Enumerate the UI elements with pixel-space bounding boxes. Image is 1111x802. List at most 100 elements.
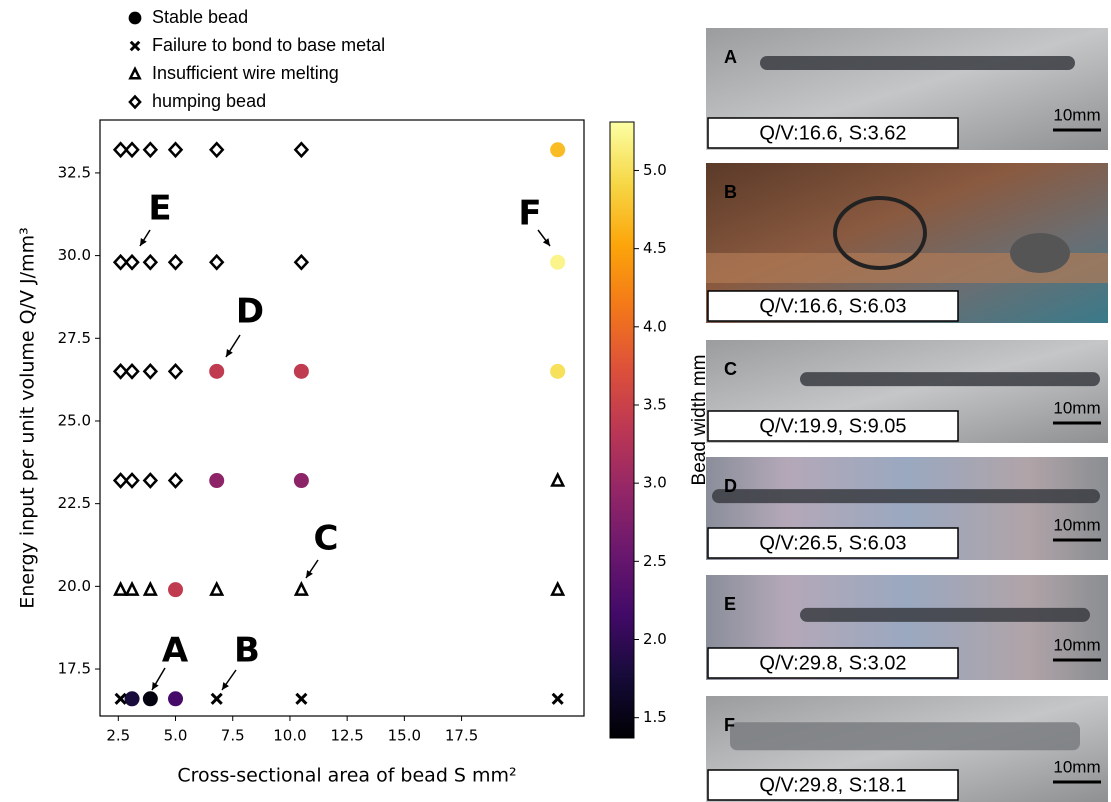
- panel-letter: B: [724, 182, 737, 202]
- y-tick-label: 22.5: [58, 494, 91, 512]
- colorbar-tick-label: 2.0: [643, 630, 667, 648]
- y-tick-label: 17.5: [58, 660, 91, 678]
- plot-frame: [100, 120, 584, 716]
- panel-letter: D: [724, 476, 737, 496]
- weld-bead: [712, 489, 1100, 503]
- point: [550, 142, 565, 157]
- point: [294, 473, 309, 488]
- weld-bead: [760, 56, 1075, 70]
- figure: 2.5 5.0 7.5 10.0 12.5 15.0 17.5 17.5 20.0 22.5 25.…: [0, 0, 1111, 802]
- annotation-arrowhead: [306, 570, 313, 578]
- point: [295, 143, 307, 156]
- point: [553, 694, 563, 704]
- point: [168, 582, 183, 597]
- point: [211, 143, 223, 156]
- point: [144, 474, 156, 487]
- annotation-label: D: [236, 292, 264, 332]
- annotation-label: B: [234, 631, 260, 671]
- panel-letter: F: [724, 715, 735, 735]
- point: [211, 584, 222, 595]
- x-tick-label: 7.5: [221, 727, 245, 745]
- colorbar-tick-label: 1.5: [643, 708, 667, 726]
- colorbar-tick-label: 4.5: [643, 239, 667, 257]
- colorbar-tick-label: 4.0: [643, 317, 667, 335]
- weld-bead: [800, 372, 1100, 386]
- colorbar-tick-label: 3.5: [643, 395, 667, 413]
- annotation-label: E: [148, 189, 171, 229]
- point: [125, 691, 140, 706]
- point: [143, 691, 158, 706]
- point: [296, 584, 307, 595]
- y-tick-label: 25.0: [58, 411, 91, 429]
- panel-caption: Q/V:16.6, S:3.62: [759, 122, 906, 144]
- point: [170, 256, 182, 269]
- point: [170, 365, 182, 378]
- point: [145, 584, 156, 595]
- annotation-arrowhead: [226, 349, 233, 357]
- legend-label: humping bead: [152, 91, 266, 111]
- y-tick-label: 32.5: [58, 163, 91, 181]
- point: [294, 364, 309, 379]
- point: [168, 691, 183, 706]
- legend-marker: [130, 69, 139, 78]
- point: [209, 364, 224, 379]
- annotation-label: C: [314, 519, 339, 559]
- legend-label: Insufficient wire melting: [152, 63, 339, 83]
- x-tick-label: 15.0: [388, 727, 421, 745]
- annotation-arrowhead: [222, 682, 229, 690]
- panel-letter: E: [724, 594, 736, 614]
- panel-caption: Q/V:26.5, S:6.03: [759, 532, 906, 554]
- scale-label: 10mm: [1053, 515, 1100, 534]
- x-axis-label: Cross-sectional area of bead S mm²: [177, 765, 516, 787]
- point: [296, 694, 306, 704]
- x-tick-label: 2.5: [106, 727, 130, 745]
- weld-bead: [730, 722, 1080, 750]
- weld-bead: [800, 608, 1090, 622]
- colorbar-tick-label: 5.0: [643, 161, 667, 179]
- legend-marker: [130, 96, 140, 107]
- point: [550, 364, 565, 379]
- panel-caption: Q/V:16.6, S:6.03: [759, 295, 906, 317]
- colorbar-tick-label: 3.0: [643, 474, 667, 492]
- scale-label: 10mm: [1053, 398, 1100, 417]
- x-tick-label: 10.0: [273, 727, 306, 745]
- point: [552, 584, 563, 595]
- point: [212, 694, 222, 704]
- point: [550, 255, 565, 270]
- x-tick-label: 12.5: [330, 727, 363, 745]
- point: [144, 365, 156, 378]
- scale-label: 10mm: [1053, 105, 1100, 124]
- panel-caption: Q/V:19.9, S:9.05: [759, 415, 906, 437]
- legend-marker: [129, 12, 142, 25]
- point: [209, 473, 224, 488]
- colorbar: [610, 122, 634, 738]
- x-tick-label: 17.5: [445, 727, 478, 745]
- scale-label: 10mm: [1053, 757, 1100, 776]
- annotation-arrowhead: [543, 238, 550, 246]
- legend-marker: [131, 42, 140, 51]
- point: [144, 256, 156, 269]
- y-axis-label: Energy input per unit volume Q/V J/mm³: [17, 227, 39, 608]
- x-tick-label: 5.0: [164, 727, 188, 745]
- point: [115, 584, 126, 595]
- panel-caption: Q/V:29.8, S:3.02: [759, 652, 906, 674]
- y-tick-label: 20.0: [58, 577, 91, 595]
- panel-letter: A: [724, 47, 737, 67]
- point: [170, 474, 182, 487]
- point: [552, 475, 563, 486]
- colorbar-tick-label: 2.5: [643, 552, 667, 570]
- point: [144, 143, 156, 156]
- annotation-label: A: [162, 631, 189, 671]
- scale-label: 10mm: [1053, 635, 1100, 654]
- y-tick-label: 27.5: [58, 329, 91, 347]
- point: [295, 256, 307, 269]
- legend-label: Stable bead: [152, 7, 248, 27]
- point: [116, 694, 126, 704]
- annotation-label: F: [518, 194, 541, 234]
- y-tick-label: 30.0: [58, 246, 91, 264]
- panel-caption: Q/V:29.8, S:18.1: [759, 774, 906, 796]
- legend-label: Failure to bond to base metal: [152, 35, 385, 55]
- photo-detail: [1010, 233, 1070, 273]
- panel-letter: C: [724, 359, 737, 379]
- point: [170, 143, 182, 156]
